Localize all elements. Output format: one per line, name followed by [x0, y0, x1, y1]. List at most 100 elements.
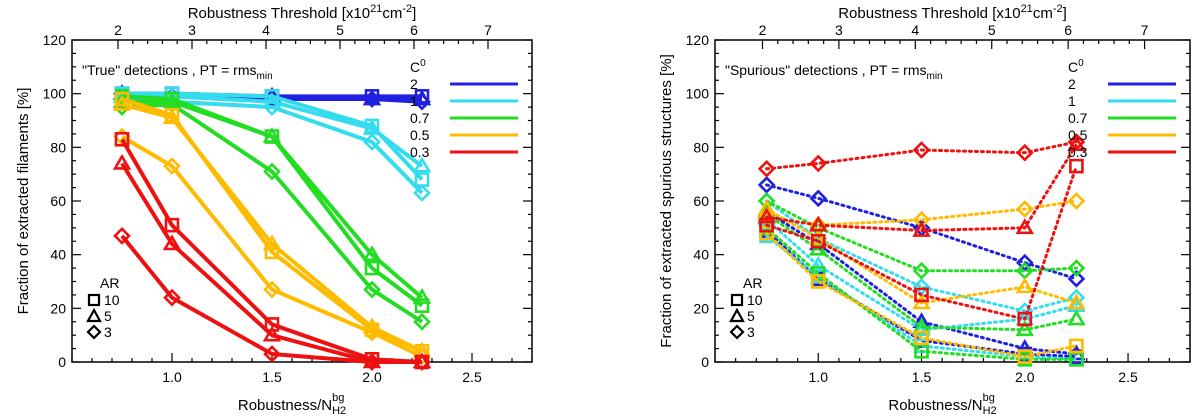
data-point-diamond	[363, 90, 381, 108]
x-tick-label: 2.0	[1015, 369, 1035, 385]
top-tick-label: 4	[262, 22, 270, 38]
legend-title: C0	[1068, 58, 1084, 75]
series-line-c0.3-ar5	[765, 143, 1078, 233]
x-tick-label: 2.0	[362, 369, 382, 385]
data-point-square	[1017, 349, 1033, 364]
y-axis-label: Fraction of extracted spurious structure…	[658, 54, 675, 347]
x-tick-label: 2.5	[462, 369, 482, 385]
series-line-c0.5-ar5	[765, 207, 1078, 305]
x-tick-label: 1.0	[162, 369, 182, 385]
top-axis-label-sup: 21	[1021, 3, 1033, 15]
data-point-diamond	[1067, 192, 1086, 210]
legend-entry-label: 0.5	[1068, 127, 1088, 143]
data-point-diamond	[757, 176, 776, 194]
ar-legend-label: 5	[747, 308, 755, 324]
data-point-triangle	[912, 320, 931, 337]
data-point-diamond	[1067, 133, 1086, 151]
legend-title-text: C	[410, 59, 420, 75]
data-point-diamond	[1067, 269, 1086, 288]
top-tick-label: 5	[336, 22, 344, 38]
data-point-square	[810, 266, 826, 281]
data-point-triangle	[808, 215, 828, 232]
data-point-diamond	[1015, 200, 1034, 218]
legend-entry-label: 0.5	[410, 127, 430, 143]
top-axis-label-mid: cm	[1033, 5, 1053, 22]
y-tick-label: 80	[50, 139, 66, 155]
data-point-diamond	[912, 210, 931, 229]
data-point-square	[114, 131, 130, 147]
top-tick-label: 2	[114, 22, 122, 38]
top-tick-label: 3	[188, 22, 196, 38]
legend-entry-label: 1	[410, 93, 418, 109]
data-point-triangle	[412, 288, 432, 304]
plot-title-sub: min	[927, 71, 943, 82]
series-line-c0.5-ar3	[120, 134, 423, 359]
plot-title: "True" detections , PT = rmsmin	[82, 62, 273, 82]
series-line-c0.5-ar10	[765, 231, 1078, 359]
legend-entry-label: 0.7	[1068, 110, 1088, 126]
data-point-diamond	[113, 227, 131, 245]
data-point-diamond	[809, 189, 828, 208]
legend-title-sup: 0	[1078, 58, 1084, 69]
data-point-triangle	[1015, 277, 1035, 294]
data-point-square	[914, 287, 929, 303]
legend-entry-label: 0.7	[410, 110, 430, 126]
top-axis-label-sup: -2	[1053, 3, 1063, 15]
x-tick-label: 1.5	[262, 369, 282, 385]
ar-legend-title: AR	[100, 275, 119, 291]
data-point-square	[414, 298, 430, 313]
x-axis-label-text: Robustness/N	[238, 397, 332, 414]
data-point-square	[759, 217, 774, 233]
plot-title-text: "True" detections , PT = rms	[82, 62, 257, 78]
data-point-diamond	[809, 216, 828, 234]
y-tick-label: 20	[693, 300, 709, 316]
series-line-c0.7-ar10	[765, 226, 1078, 361]
data-point-triangle	[112, 153, 132, 170]
x-axis-label-sup: bg	[983, 392, 995, 404]
series-line-c1-ar3	[765, 199, 1078, 313]
data-point-triangle	[362, 245, 382, 261]
data-point-triangle	[1015, 218, 1035, 235]
y-tick-label: 120	[686, 32, 710, 48]
x-axis-label-sub: H2	[332, 405, 346, 417]
data-point-diamond	[1015, 253, 1034, 272]
data-point-square	[164, 217, 180, 233]
x-axis-label: Robustness/NH2bg	[888, 392, 996, 417]
y-tick-label: 60	[693, 193, 709, 209]
legend-title: C0	[410, 58, 426, 75]
ar-legend-diamond-marker	[729, 324, 745, 340]
y-tick-label: 100	[686, 86, 710, 102]
y-tick-label: 40	[693, 247, 709, 263]
ar-legend-triangle-marker	[729, 307, 745, 323]
series-line-c0.7-ar3	[121, 102, 424, 324]
data-point-triangle	[757, 207, 776, 224]
data-point-diamond	[363, 133, 381, 151]
ar-legend-diamond-marker	[86, 324, 102, 340]
data-point-triangle	[162, 234, 182, 251]
y-axis-label: Fraction of extracted filaments [%]	[15, 88, 32, 315]
y-tick-label: 40	[50, 247, 66, 263]
data-point-triangle	[1067, 309, 1086, 326]
ar-legend-label: 3	[104, 324, 112, 340]
top-axis-label-text: Robustness Threshold [x10	[838, 5, 1020, 22]
top-tick-label: 7	[1141, 22, 1149, 38]
plot-frame	[71, 39, 533, 363]
series-line-c0.3-ar10	[765, 164, 1078, 321]
data-point-diamond	[413, 184, 431, 202]
top-tick-label: 6	[1064, 22, 1072, 38]
top-axis-label-mid: cm	[382, 5, 402, 22]
data-point-triangle	[757, 199, 776, 216]
data-point-triangle	[912, 220, 931, 237]
ar-legend-label: 10	[104, 292, 120, 308]
plot-frame	[714, 39, 1191, 363]
data-point-diamond	[263, 98, 281, 116]
data-point-triangle	[808, 228, 828, 245]
data-point-triangle	[262, 127, 282, 143]
x-axis-label: Robustness/NH2bg	[238, 392, 346, 417]
legend-entry-label: 1	[1068, 93, 1076, 109]
data-point-diamond	[1015, 143, 1034, 162]
top-axis-label-sup: 21	[370, 3, 382, 15]
